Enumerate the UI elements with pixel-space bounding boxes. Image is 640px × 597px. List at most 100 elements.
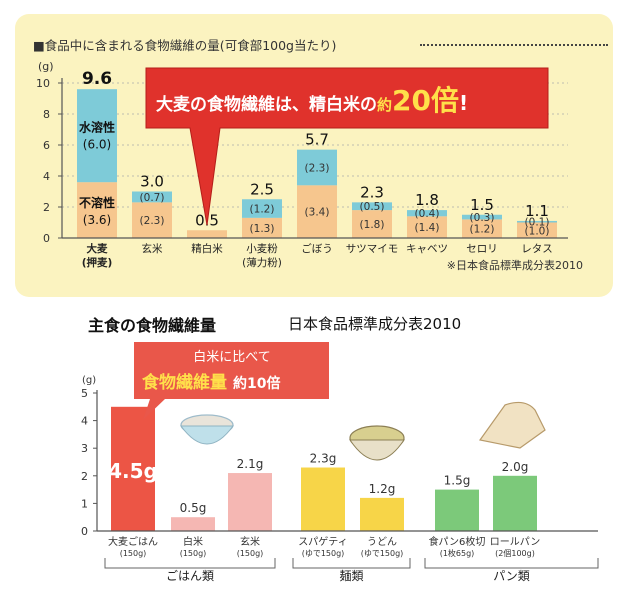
bar (228, 473, 272, 531)
category-label: 精白米 (191, 242, 223, 255)
y-tick-label: 8 (43, 108, 50, 121)
bar-insoluble (352, 210, 392, 238)
bar-insoluble (407, 216, 447, 238)
bar-insoluble (462, 219, 502, 238)
category-label: レタス (521, 243, 553, 255)
bar-insoluble (297, 185, 337, 238)
y-tick-label: 3 (81, 442, 88, 455)
y-unit: (g) (38, 60, 54, 73)
value-label: 2.3g (310, 452, 337, 466)
bar (360, 497, 404, 531)
total-label: 1.1 (525, 202, 549, 220)
insoluble-value-label: (3.4) (305, 207, 330, 219)
chart2-source: 日本食品標準成分表2010 (288, 315, 462, 333)
category-label: 玄米 (240, 535, 260, 548)
category-label: ロールパン (490, 536, 541, 548)
bar-insoluble (517, 222, 557, 238)
bar-insoluble (77, 182, 117, 238)
bar-soluble (407, 210, 447, 217)
bar-soluble (77, 89, 117, 183)
y-unit: (g) (82, 375, 96, 386)
callout-text: 大麦の食物繊維は、精白米の約20倍! (156, 84, 468, 117)
bar-soluble (132, 191, 172, 203)
y-tick-label: 1 (81, 497, 88, 510)
y-tick-label: 5 (81, 387, 88, 400)
category-label: ごぼう (301, 242, 333, 255)
category-label: 大麦ごはん (108, 535, 158, 548)
category-label: (150g) (180, 549, 207, 558)
noodle-bowl-icon (349, 439, 405, 461)
category-label: (150g) (237, 549, 264, 558)
category-label: (ゆで150g) (361, 549, 404, 558)
category-label: (150g) (120, 549, 147, 558)
bar-insoluble (242, 217, 282, 238)
bar (435, 489, 479, 531)
total-label: 1.5 (470, 196, 494, 214)
y-tick-label: 2 (43, 201, 50, 214)
insoluble-value-label: (1.8) (360, 219, 385, 231)
category-label: 玄米 (142, 242, 163, 255)
total-label: 1.8 (415, 191, 439, 209)
category-label: 大麦 (87, 242, 108, 255)
category-label: (ゆで150g) (302, 549, 345, 558)
category-label: 食パン6枚切 (429, 535, 486, 548)
value-label: 2.0g (502, 460, 529, 474)
y-tick-label: 4 (81, 415, 88, 428)
title-dotted-rule (420, 44, 608, 46)
category-label: 小麦粉 (246, 242, 278, 255)
total-label: 3.0 (140, 173, 164, 191)
category-label: セロリ (466, 243, 498, 255)
insoluble-value-label: (1.3) (250, 223, 275, 235)
callout-box (145, 67, 549, 226)
y-tick-label: 6 (43, 139, 50, 152)
category-label: 白米 (183, 535, 203, 548)
bar-soluble (297, 149, 337, 186)
bar-soluble (517, 220, 557, 223)
bread-icon (478, 401, 546, 449)
bar (301, 467, 345, 531)
y-tick-label: 0 (43, 232, 50, 245)
callout-line1: 白米に比べて (193, 349, 270, 365)
bar (493, 475, 537, 531)
group-bracket (104, 558, 276, 569)
soluble-value-label: (2.3) (305, 162, 330, 174)
bar (171, 517, 215, 531)
soluble-value-label: (0.7) (140, 192, 165, 204)
category-label: うどん (367, 536, 397, 548)
chart1-source: ※日本食品標準成分表2010 (447, 258, 583, 272)
category-label: (1枚65g) (440, 548, 475, 558)
insoluble-name: 不溶性 (79, 195, 115, 210)
category-label: (2個100g) (495, 548, 535, 558)
y-tick-label: 4 (43, 170, 50, 183)
bar-insoluble (187, 230, 227, 238)
bar-soluble (462, 214, 502, 220)
insoluble-value-label: (1.4) (415, 222, 440, 234)
soluble-value-label: (0.4) (415, 208, 440, 220)
total-label: 5.7 (305, 131, 329, 149)
category-label: (薄力粉) (242, 256, 282, 269)
value-label: 1.2g (369, 482, 396, 496)
category-label: サツマイモ (346, 243, 399, 255)
insoluble-value-label: (3.6) (83, 213, 111, 227)
total-label: 9.6 (82, 69, 112, 89)
rice-bowl-icon (180, 425, 234, 445)
soluble-value-label: (0.1) (525, 217, 550, 229)
category-label: (押麦) (82, 256, 113, 269)
group-label: パン類 (493, 569, 530, 583)
y-tick-label: 2 (81, 470, 88, 483)
callout-box (134, 342, 329, 420)
bar-soluble (352, 202, 392, 211)
bar-insoluble (132, 202, 172, 238)
soluble-name: 水溶性 (79, 120, 115, 135)
value-label: 2.1g (237, 457, 264, 471)
bar-soluble (242, 199, 282, 218)
group-bracket (424, 558, 599, 569)
insoluble-value-label: (2.3) (140, 215, 165, 227)
value-label: 4.5g (108, 459, 158, 483)
total-label: 2.5 (250, 180, 274, 198)
callout-line2: 食物繊維量 約10倍 (142, 372, 280, 393)
y-tick-label: 10 (36, 77, 50, 90)
soluble-value-label: (1.2) (250, 204, 275, 216)
